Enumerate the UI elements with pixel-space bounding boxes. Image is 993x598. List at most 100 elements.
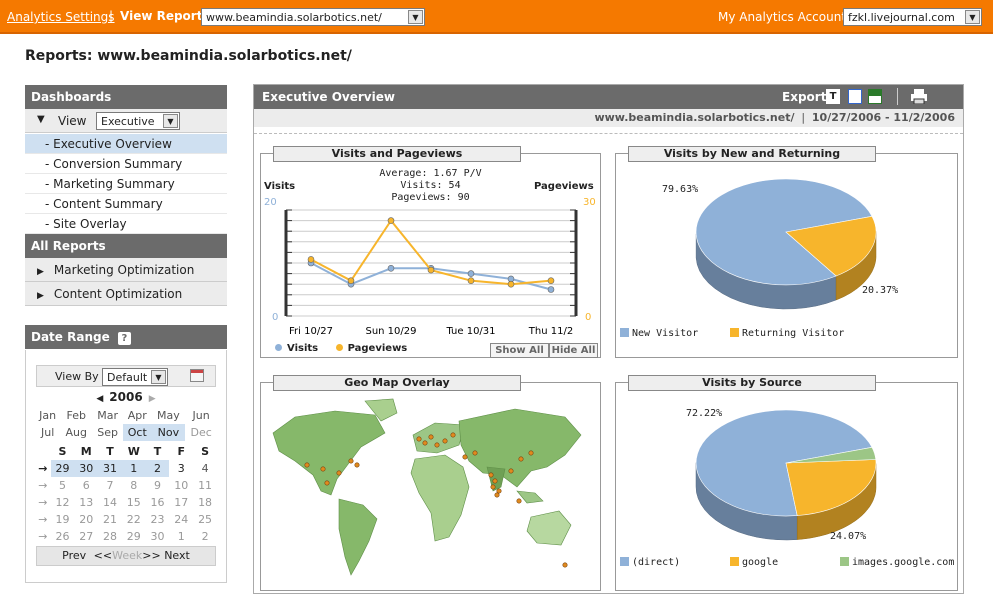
pie-slice[interactable] [695, 178, 873, 286]
export-xml-icon[interactable] [848, 89, 862, 104]
week-select-arrow-icon[interactable]: → [38, 479, 48, 492]
pageviews-point[interactable] [347, 277, 355, 284]
pageviews-point[interactable] [547, 277, 555, 284]
calendar-icon[interactable] [190, 369, 204, 382]
day-cell[interactable]: 10 [174, 479, 189, 492]
week-select-arrow-icon[interactable]: → [38, 530, 48, 543]
month-cell[interactable]: Aug [65, 426, 87, 439]
pie-slice[interactable] [785, 446, 877, 464]
day-cell[interactable]: 13 [79, 496, 94, 509]
pageviews-point[interactable] [387, 217, 395, 224]
week-select-arrow-icon[interactable]: → [38, 496, 48, 509]
day-cell[interactable]: 11 [198, 479, 213, 492]
pie-slice[interactable] [785, 459, 877, 516]
month-cell[interactable]: Nov [151, 424, 186, 441]
show-all-button[interactable]: Show All [490, 343, 549, 358]
help-icon[interactable]: ? [117, 332, 131, 345]
sidebar-item-conversion-summary[interactable]: - Conversion Summary [25, 154, 227, 174]
day-cell[interactable]: 25 [198, 513, 213, 526]
day-cell[interactable]: 30 [74, 460, 99, 477]
day-cell[interactable]: 29 [126, 530, 141, 543]
site-select[interactable]: www.beamindia.solarbotics.net/ ▼ [201, 8, 425, 26]
day-cell[interactable]: 28 [103, 530, 118, 543]
day-cell[interactable]: 12 [55, 496, 70, 509]
pie-slice[interactable] [785, 215, 877, 277]
asia-shape [458, 408, 582, 488]
export-excel-icon[interactable] [868, 89, 882, 104]
day-cell[interactable]: 24 [174, 513, 189, 526]
pie-slice[interactable] [695, 409, 873, 517]
double-right-icon[interactable]: >> [142, 549, 161, 562]
month-cell[interactable]: Oct [123, 424, 152, 441]
sidebar-item-content-summary[interactable]: - Content Summary [25, 194, 227, 214]
day-cell[interactable]: 5 [59, 479, 67, 492]
day-cell[interactable]: 26 [55, 530, 70, 543]
prev-button[interactable]: Prev [62, 549, 87, 562]
view-select[interactable]: Executive ▼ [96, 112, 180, 130]
sidebar-section-content[interactable]: ▶ Content Optimization [25, 282, 227, 306]
visits-point[interactable] [467, 270, 475, 277]
world-map[interactable] [265, 395, 597, 588]
export-text-icon[interactable]: T [826, 89, 840, 104]
day-cell[interactable]: 21 [103, 513, 118, 526]
day-cell[interactable]: 7 [106, 479, 114, 492]
month-cell[interactable]: Dec [190, 426, 212, 439]
day-cell[interactable]: 2 [145, 460, 170, 477]
hide-all-button[interactable]: Hide All [549, 343, 598, 358]
day-cell[interactable]: 14 [103, 496, 118, 509]
day-cell[interactable]: 17 [174, 496, 189, 509]
day-cell[interactable]: 9 [154, 479, 162, 492]
sidebar-item-executive-overview[interactable]: - Executive Overview [25, 134, 227, 154]
month-cell[interactable]: Jul [40, 426, 55, 439]
day-cell[interactable]: 15 [126, 496, 141, 509]
day-cell[interactable]: 1 [177, 530, 185, 543]
double-left-icon[interactable]: << [93, 549, 113, 562]
day-cell[interactable]: 18 [198, 496, 213, 509]
view-by-select[interactable]: Default ▼ [102, 368, 168, 386]
print-icon[interactable] [910, 89, 928, 105]
month-cell[interactable]: Feb [66, 409, 86, 422]
day-cell[interactable]: 23 [150, 513, 165, 526]
day-cell[interactable]: 8 [130, 479, 138, 492]
day-cell[interactable]: 27 [79, 530, 94, 543]
day-cell[interactable]: 22 [126, 513, 141, 526]
account-select[interactable]: fzkl.livejournal.com ▼ [843, 8, 982, 26]
day-cell[interactable]: 16 [150, 496, 165, 509]
day-cell[interactable]: 31 [98, 460, 122, 477]
pageviews-point[interactable] [507, 280, 515, 288]
day-cell[interactable]: 1 [121, 460, 146, 477]
legend-visits[interactable]: Visits [287, 343, 319, 354]
pageviews-point[interactable] [467, 277, 475, 284]
visits-point[interactable] [547, 286, 555, 293]
month-cell[interactable]: Mar [97, 409, 119, 422]
pageviews-point[interactable] [427, 266, 435, 274]
sidebar-item-marketing-summary[interactable]: - Marketing Summary [25, 174, 227, 194]
day-cell[interactable]: 19 [55, 513, 70, 526]
day-cell[interactable]: 2 [201, 530, 209, 543]
right-axis-max: 30 [583, 197, 596, 208]
legend-pageviews[interactable]: Pageviews [347, 343, 408, 354]
day-cell[interactable]: 20 [79, 513, 94, 526]
month-cell[interactable]: Jun [192, 409, 210, 422]
week-select-arrow-icon[interactable]: → [38, 513, 48, 526]
month-cell[interactable]: Apr [127, 409, 147, 422]
month-cell[interactable]: Sep [97, 426, 119, 439]
week-select-arrow-icon[interactable]: → [38, 462, 48, 475]
sidebar-item-site-overlay[interactable]: - Site Overlay [25, 214, 227, 234]
day-cell[interactable]: 3 [177, 462, 185, 475]
day-cell[interactable]: 4 [201, 462, 209, 475]
sidebar-section-marketing[interactable]: ▶ Marketing Optimization [25, 258, 227, 282]
new-returning-panel: Visits by New and Returning 79.63% 20.37… [615, 146, 958, 358]
next-button[interactable]: Next [164, 549, 190, 562]
day-cell[interactable]: 29 [50, 460, 75, 477]
prev-year-icon[interactable]: ◀ [96, 394, 104, 404]
analytics-settings-link[interactable]: Analytics Settings [7, 10, 115, 24]
pageviews-point[interactable] [307, 256, 315, 263]
month-cell[interactable]: Jan [39, 409, 57, 422]
month-cell[interactable]: May [156, 409, 180, 422]
next-year-icon[interactable]: ▶ [148, 394, 156, 404]
day-cell[interactable]: 6 [82, 479, 90, 492]
visits-point[interactable] [387, 265, 395, 272]
day-cell[interactable]: 30 [150, 530, 165, 543]
left-axis-max: 20 [264, 197, 277, 208]
